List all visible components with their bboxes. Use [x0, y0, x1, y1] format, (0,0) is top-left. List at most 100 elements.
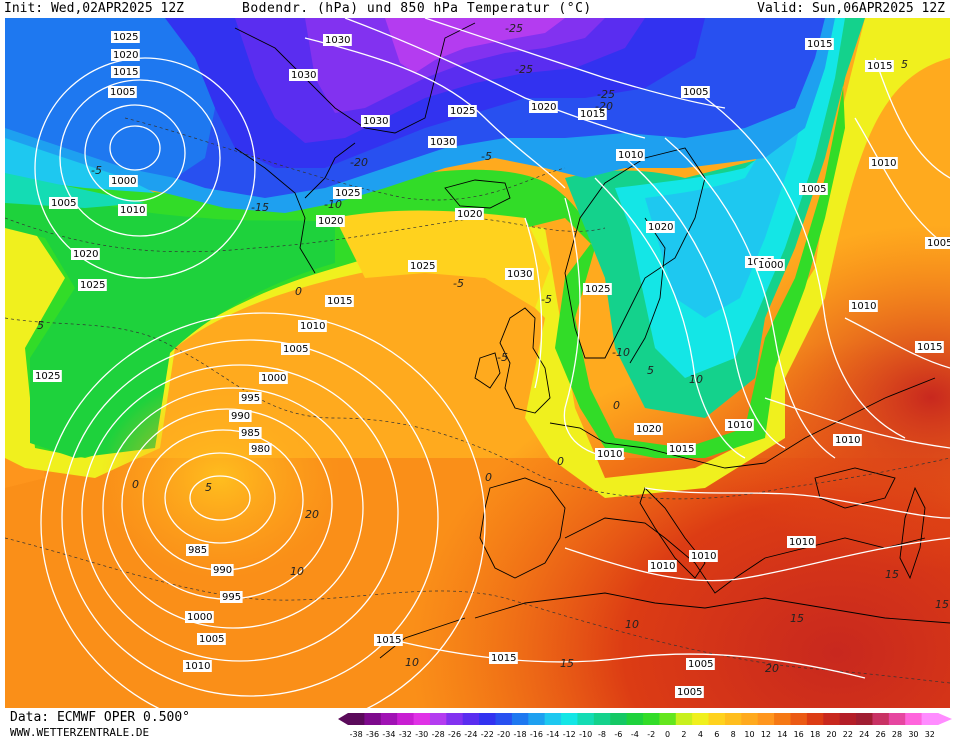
colorbar-tick-label: 28: [892, 730, 902, 739]
svg-text:1010: 1010: [789, 537, 814, 548]
colorbar-swatch: [364, 713, 382, 725]
temperature-label: -5: [91, 164, 102, 177]
pressure-label: 1005: [108, 86, 137, 98]
temperature-label: -5: [541, 293, 552, 306]
temperature-colorbar: -38 -36 -34 -32 -30 -28 -26 -24 -22 -20 -18 -16 -14-…: [338, 713, 956, 739]
pressure-label: 1000: [259, 372, 288, 384]
colorbar-tick-label: 26: [876, 730, 886, 739]
pressure-label: 1020: [634, 423, 663, 435]
colorbar-tick-label: -12: [563, 730, 576, 739]
temperature-label: 0: [485, 471, 492, 484]
svg-text:1010: 1010: [835, 435, 860, 446]
svg-text:1000: 1000: [261, 373, 286, 384]
temperature-label: 5: [647, 364, 654, 377]
svg-text:1020: 1020: [73, 249, 98, 260]
pressure-label: 1010: [725, 419, 754, 431]
svg-text:1010: 1010: [650, 561, 675, 572]
pressure-label: 1030: [361, 115, 390, 127]
colorbar-tick-label: 4: [698, 730, 703, 739]
temperature-label: 10: [405, 656, 419, 669]
pressure-label: 1010: [833, 434, 862, 446]
svg-text:1030: 1030: [291, 70, 316, 81]
svg-text:1030: 1030: [430, 137, 455, 148]
pressure-label: 1010: [616, 149, 645, 161]
svg-text:1005: 1005: [110, 87, 135, 98]
colorbar-tick-label: -4: [631, 730, 639, 739]
temperature-label: 20: [305, 508, 319, 521]
colorbar-swatch: [921, 713, 939, 725]
svg-text:1025: 1025: [35, 371, 60, 382]
colorbar-tick-label: 22: [843, 730, 853, 739]
svg-text:1015: 1015: [867, 61, 892, 72]
temperature-label: -25: [597, 88, 615, 101]
colorbar-tick-label: -8: [598, 730, 606, 739]
svg-text:1020: 1020: [318, 216, 343, 227]
temperature-label: -15: [251, 201, 269, 214]
colorbar-swatch: [823, 713, 841, 725]
colorbar-swatch: [577, 713, 595, 725]
pressure-label: 1000: [756, 259, 785, 271]
data-source: Data: ECMWF OPER 0.500°: [10, 710, 191, 725]
colorbar-swatch: [741, 713, 759, 725]
pressure-label: 1010: [298, 320, 327, 332]
colorbar-swatch: [380, 713, 398, 725]
temperature-label: -5: [453, 277, 464, 290]
colorbar-tick-label: 10: [744, 730, 754, 739]
temperature-label: 15: [885, 568, 899, 581]
weather-map: 1025 1020 1015 1005 1000 1005 1010 1020 1025 1025…: [5, 18, 950, 708]
colorbar-tick-label: 18: [810, 730, 820, 739]
colorbar-tick-label: -18: [514, 730, 527, 739]
colorbar-swatch: [675, 713, 693, 725]
svg-text:1010: 1010: [871, 158, 896, 169]
colorbar-tick-label: 8: [731, 730, 736, 739]
pressure-label: 1005: [49, 197, 78, 209]
svg-text:1005: 1005: [199, 634, 224, 645]
colorbar-swatch: [643, 713, 660, 725]
colorbar-tick-label: 20: [826, 730, 836, 739]
pressure-label: 1010: [183, 660, 212, 672]
svg-text:1030: 1030: [507, 269, 532, 280]
pressure-label: 980: [249, 443, 272, 455]
colorbar-swatch: [806, 713, 824, 725]
temperature-label: 0: [613, 399, 620, 412]
pressure-label: 990: [229, 410, 252, 422]
pressure-label: 1025: [583, 283, 612, 295]
pressure-label: 1005: [675, 686, 704, 698]
pressure-label: 1000: [109, 175, 138, 187]
pressure-label: 1005: [799, 183, 828, 195]
pressure-label: 1020: [529, 101, 558, 113]
colorbar-tick-label: -32: [399, 730, 412, 739]
temperature-label: 0: [295, 285, 302, 298]
svg-text:1000: 1000: [758, 260, 783, 271]
website: WWW.WETTERZENTRALE.DE: [10, 726, 150, 739]
colorbar-swatch: [446, 713, 464, 725]
svg-text:1030: 1030: [325, 35, 350, 46]
isobars: [34, 18, 950, 708]
temperature-label: -20: [350, 156, 368, 169]
colorbar-swatch: [856, 713, 873, 725]
colorbar-swatch: [659, 713, 677, 725]
colorbar-tick-label: -30: [415, 730, 428, 739]
colorbar-swatch: [462, 713, 480, 725]
pressure-label: 1020: [646, 221, 675, 233]
colorbar-tick-label: -36: [366, 730, 379, 739]
pressure-label: 1030: [505, 268, 534, 280]
colorbar-tick-label: 16: [794, 730, 804, 739]
colorbar-swatch: [839, 713, 857, 725]
pressure-label: 985: [186, 544, 209, 556]
temperature-label: -10: [324, 198, 342, 211]
pressure-label: 1030: [428, 136, 457, 148]
temperature-label: 0: [132, 478, 139, 491]
svg-text:1015: 1015: [113, 67, 138, 78]
colorbar-right-arrow: [938, 713, 952, 725]
pressure-label: 1025: [333, 187, 362, 199]
svg-text:1025: 1025: [410, 261, 435, 272]
pressure-label: 1025: [448, 105, 477, 117]
colorbar-tick-label: -2: [647, 730, 655, 739]
svg-text:1025: 1025: [335, 188, 360, 199]
colorbar-swatch: [397, 713, 415, 725]
colorbar-swatch: [528, 713, 546, 725]
pressure-label: 990: [211, 564, 234, 576]
pressure-label: 1020: [316, 215, 345, 227]
colorbar-tick-label: -34: [382, 730, 395, 739]
